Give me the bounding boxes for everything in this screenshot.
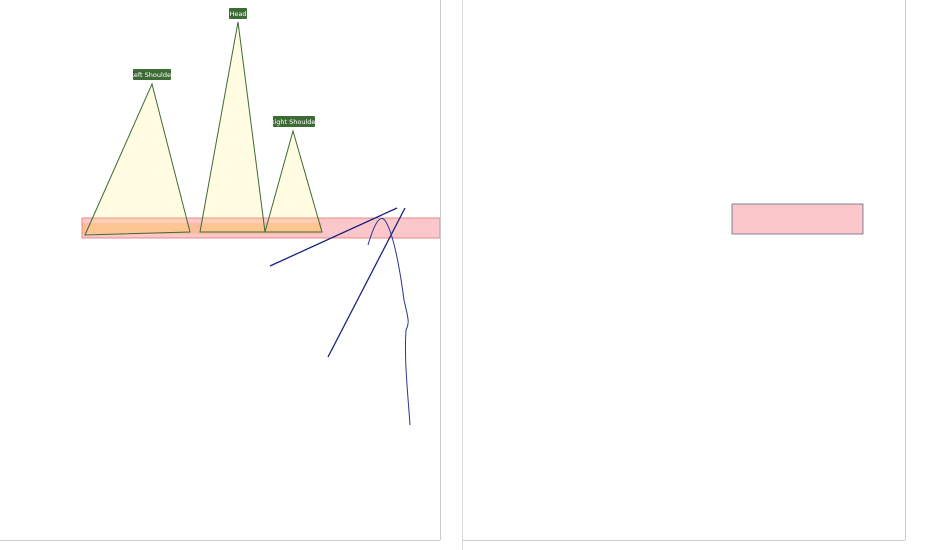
left-shoulder-triangle	[84, 82, 191, 236]
annotation-box	[273, 116, 315, 127]
annotation-label: Left Shoulder	[130, 71, 174, 79]
annotation-label: Head	[230, 10, 247, 18]
head-triangle	[199, 21, 266, 233]
trend-line	[269, 207, 398, 267]
annotation-box	[133, 69, 171, 80]
annotation-box	[229, 8, 247, 19]
trend-line	[327, 207, 406, 358]
neckline-band	[82, 223, 322, 234]
resistance-zone	[731, 203, 864, 235]
annotation-label: Right Shoulder	[270, 118, 318, 126]
projection-curve	[367, 218, 411, 426]
right-shoulder-triangle	[264, 129, 323, 233]
